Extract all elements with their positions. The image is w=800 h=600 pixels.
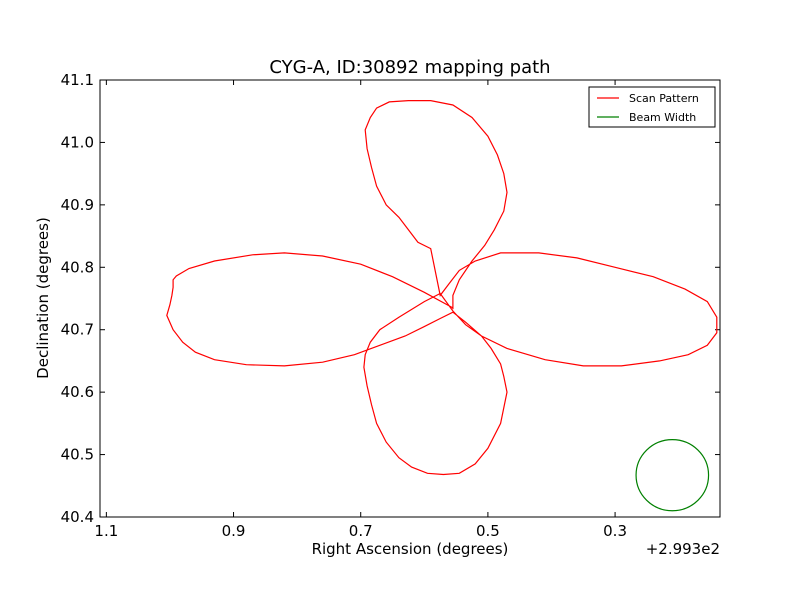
y-tick-label: 40.8 bbox=[61, 258, 94, 276]
x-axis-ticks: 1.1 0.9 0.7 0.5 0.3 bbox=[94, 80, 627, 540]
legend-label-beam-width: Beam Width bbox=[629, 111, 696, 124]
legend: Scan Pattern Beam Width bbox=[588, 86, 716, 128]
series-layer bbox=[166, 99, 718, 512]
x-tick-label: 1.1 bbox=[94, 522, 118, 540]
x-tick-label: 0.9 bbox=[222, 522, 246, 540]
x-axis-label: Right Ascension (degrees) bbox=[312, 540, 509, 558]
y-tick-label: 40.7 bbox=[61, 321, 94, 339]
x-tick-label: 0.3 bbox=[603, 522, 627, 540]
plot-area: 1.1 0.9 0.7 0.5 0.3 40.4 40.5 40.6 40.7 40.8 40.9… bbox=[61, 71, 721, 540]
y-tick-label: 41.0 bbox=[61, 133, 94, 151]
x-offset-label: +2.993e2 bbox=[646, 540, 720, 558]
y-tick-label: 40.5 bbox=[61, 446, 94, 464]
beam-width-circle bbox=[635, 438, 710, 512]
y-axis-label: Declination (degrees) bbox=[34, 217, 52, 379]
legend-box bbox=[588, 86, 716, 128]
y-tick-label: 40.6 bbox=[61, 383, 94, 401]
plot-frame bbox=[99, 79, 721, 518]
y-tick-label: 40.9 bbox=[61, 196, 94, 214]
y-tick-label: 40.4 bbox=[61, 508, 94, 526]
y-tick-label: 41.1 bbox=[61, 71, 94, 89]
x-tick-label: 0.5 bbox=[476, 522, 500, 540]
legend-label-scan-pattern: Scan Pattern bbox=[629, 92, 699, 105]
scan-pattern-line bbox=[166, 99, 718, 476]
y-axis-ticks: 40.4 40.5 40.6 40.7 40.8 40.9 41.0 41.1 bbox=[61, 71, 720, 526]
x-tick-label: 0.7 bbox=[349, 522, 373, 540]
chart-title: CYG-A, ID:30892 mapping path bbox=[269, 57, 550, 78]
